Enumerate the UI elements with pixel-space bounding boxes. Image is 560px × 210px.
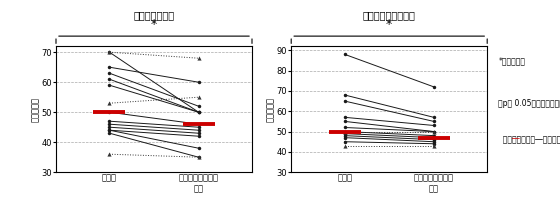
Text: *: *: [386, 18, 393, 31]
Y-axis label: 標準化得点: 標準化得点: [31, 97, 40, 122]
Text: 付順位和検定、―平均値、n=22）: 付順位和検定、―平均値、n=22）: [498, 134, 560, 143]
Title: 》緊張ー不安「: 》緊張ー不安「: [133, 10, 175, 20]
Text: *有意差あり: *有意差あり: [498, 57, 525, 66]
Text: *: *: [151, 18, 157, 31]
Text: （p＜ 0.05、ウィルコクソンの符号: （p＜ 0.05、ウィルコクソンの符号: [498, 99, 560, 108]
Title: 》抑うつー落込み「: 》抑うつー落込み「: [363, 10, 416, 20]
Y-axis label: 標準化得点: 標準化得点: [266, 97, 275, 122]
Text: ―: ―: [512, 134, 520, 143]
